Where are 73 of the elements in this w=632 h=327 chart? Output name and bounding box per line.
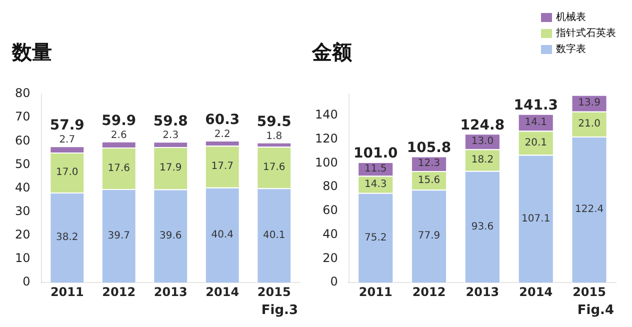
caption: Fig.4: [577, 302, 614, 318]
y-tick-label: 20: [14, 228, 30, 242]
y-tick-label: 120: [315, 131, 338, 146]
data-label: 21.0: [578, 118, 600, 130]
x-tick-label: 2011: [50, 284, 84, 299]
y-tick-label: 0: [22, 274, 30, 289]
data-label: 17.9: [160, 162, 182, 174]
total-label: 59.5: [256, 114, 292, 130]
total-label: 60.3: [205, 112, 240, 128]
data-label: 14.3: [364, 178, 387, 190]
data-label: 93.6: [471, 221, 494, 232]
data-label: 107.1: [522, 213, 550, 224]
x-tick-label: 2013: [154, 284, 188, 299]
data-label: 39.6: [160, 230, 182, 242]
data-label: 2.7: [59, 134, 76, 146]
data-label: 13.9: [578, 98, 600, 109]
data-label: 2.2: [214, 129, 230, 140]
data-label: 12.3: [418, 158, 440, 170]
y-tick-label: 60: [14, 133, 30, 148]
data-label: 77.9: [418, 230, 440, 242]
total-label: 124.8: [460, 117, 505, 134]
x-tick-label: 2012: [102, 284, 136, 299]
y-tick-label: 70: [14, 110, 30, 124]
y-tick-label: 40: [14, 180, 30, 194]
x-tick-label: 2012: [412, 284, 446, 299]
data-label: 39.7: [108, 230, 130, 242]
legend-label: 机械表: [556, 10, 586, 24]
y-tick-label: 0: [330, 274, 338, 289]
total-label: 59.9: [102, 113, 136, 130]
total-label: 101.0: [353, 146, 398, 162]
data-label: 40.1: [262, 230, 286, 241]
data-label: 2.6: [110, 130, 127, 141]
y-tick-label: 80: [322, 179, 338, 194]
data-label: 38.2: [56, 232, 78, 244]
total-label: 59.8: [153, 113, 188, 130]
x-tick-label: 2014: [206, 284, 240, 299]
data-label: 40.4: [211, 230, 234, 241]
data-label: 14.1: [524, 116, 548, 128]
y-tick-label: 80: [14, 86, 30, 100]
y-tick-label: 30: [14, 204, 30, 218]
data-label: 17.0: [56, 167, 78, 178]
data-label: 13.0: [471, 136, 494, 147]
total-label: 105.8: [406, 140, 452, 156]
x-tick-label: 2014: [519, 284, 553, 299]
data-label: 122.4: [574, 204, 604, 216]
data-label: 17.6: [262, 162, 286, 173]
data-label: 11.5: [364, 163, 387, 174]
legend-label: 指针式石英表: [556, 26, 616, 40]
data-label: 17.6: [108, 162, 130, 174]
chart-title: 金额: [311, 40, 353, 64]
y-tick-label: 20: [322, 250, 338, 265]
legend-label: 数字表: [556, 42, 586, 56]
data-label: 18.2: [471, 154, 494, 166]
x-tick-label: 2011: [358, 284, 392, 299]
total-label: 141.3: [514, 98, 558, 114]
data-label: 17.7: [211, 161, 234, 172]
y-tick-label: 60: [322, 203, 338, 218]
y-tick-label: 10: [14, 251, 30, 266]
y-tick-label: 140: [315, 108, 338, 122]
data-label: 1.8: [266, 130, 282, 142]
x-tick-label: 2013: [466, 284, 500, 299]
y-tick-label: 40: [322, 226, 338, 241]
data-label: 75.2: [364, 232, 387, 244]
data-label: 15.6: [418, 174, 440, 186]
total-label: 57.9: [50, 118, 84, 134]
data-label: 20.1: [524, 137, 548, 148]
caption: Fig.3: [261, 302, 298, 318]
y-tick-label: 50: [14, 156, 30, 171]
data-label: 2.3: [162, 130, 179, 142]
x-tick-label: 2015: [257, 284, 291, 299]
y-tick-label: 100: [315, 155, 338, 170]
x-tick-label: 2015: [572, 284, 606, 299]
chart-title: 数量: [11, 40, 52, 64]
